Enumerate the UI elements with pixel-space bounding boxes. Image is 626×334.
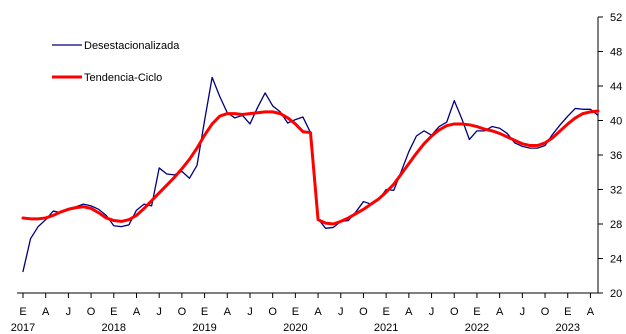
y-tick-label: 52	[610, 12, 622, 24]
y-tick-label: 44	[610, 81, 622, 93]
y-tick-label: 48	[610, 47, 622, 59]
legend-label-tendencia-ciclo: Tendencia-Ciclo	[84, 72, 162, 84]
x-tick-label: A	[133, 306, 141, 318]
x-tick-label: A	[587, 306, 595, 318]
x-tick-label: E	[564, 306, 571, 318]
x-axis-ticks: E 2017 A J O E 2018 A J O E 2019 A J O E 2020 A J O E 2021 A J O…	[11, 293, 595, 334]
series-line-tendencia-ciclo	[21, 109, 600, 226]
x-tick-label: E	[201, 306, 208, 318]
y-tick-label: 20	[610, 288, 622, 300]
legend: Desestacionalizada Tendencia-Ciclo	[52, 40, 180, 84]
x-tick-label: O	[541, 306, 550, 318]
year-label: 2022	[465, 322, 489, 334]
axes	[17, 17, 599, 294]
x-tick-label: J	[429, 306, 435, 318]
x-tick-label: E	[110, 306, 117, 318]
x-tick-label: J	[338, 306, 344, 318]
year-label: 2017	[11, 322, 35, 334]
x-tick-label: E	[382, 306, 389, 318]
x-tick-label: A	[405, 306, 413, 318]
x-tick-label: A	[224, 306, 232, 318]
x-tick-label: E	[19, 306, 26, 318]
x-tick-label: O	[268, 306, 277, 318]
y-tick-label: 40	[610, 116, 622, 128]
x-tick-label: J	[156, 306, 162, 318]
x-tick-label: O	[87, 306, 96, 318]
x-tick-label: E	[473, 306, 480, 318]
x-tick-label: E	[292, 306, 299, 318]
x-tick-label: J	[247, 306, 253, 318]
series-line-desestacionalizada	[22, 76, 599, 273]
x-tick-label: O	[359, 306, 368, 318]
y-tick-label: 36	[610, 150, 622, 162]
x-tick-label: O	[178, 306, 187, 318]
x-tick-label: A	[496, 306, 504, 318]
y-tick-label: 28	[610, 219, 622, 231]
x-tick-label: A	[314, 306, 322, 318]
year-label: 2021	[374, 322, 398, 334]
year-label: 2019	[192, 322, 216, 334]
x-tick-label: J	[66, 306, 72, 318]
year-label: 2018	[102, 322, 126, 334]
x-tick-label: J	[520, 306, 526, 318]
x-tick-label: O	[450, 306, 459, 318]
series-layer	[21, 76, 600, 273]
legend-label-desestacionalizada: Desestacionalizada	[84, 40, 180, 52]
y-tick-label: 32	[610, 185, 622, 197]
year-label: 2020	[283, 322, 307, 334]
y-axis-ticks: 20 24 28 32 36 40 44 48 52	[598, 12, 622, 300]
year-label: 2023	[555, 322, 579, 334]
x-tick-label: A	[42, 306, 50, 318]
y-tick-label: 24	[610, 254, 622, 266]
